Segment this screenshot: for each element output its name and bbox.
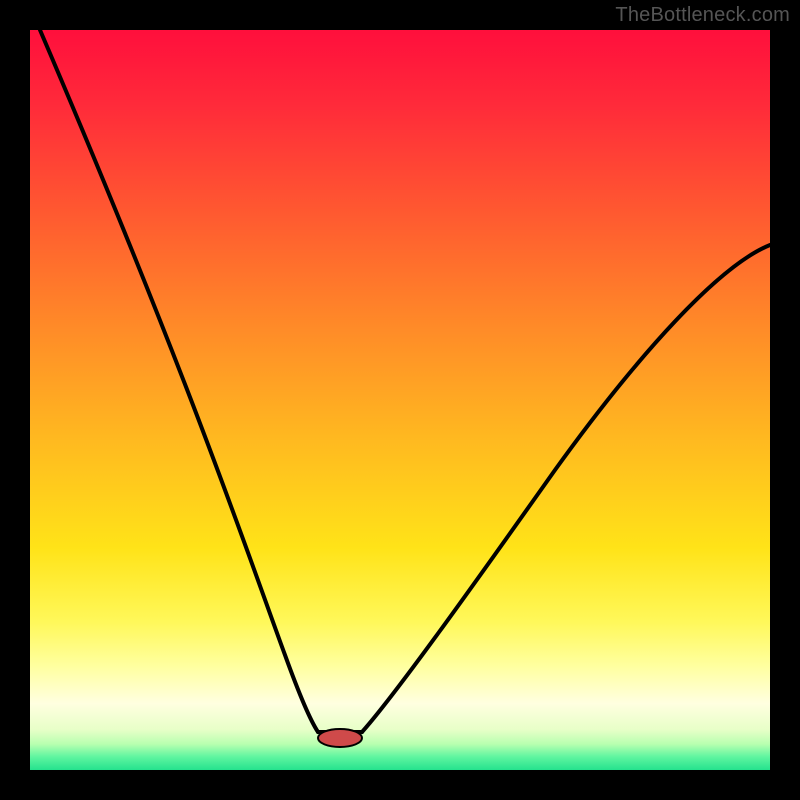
bottleneck-chart xyxy=(0,0,800,800)
bottleneck-marker xyxy=(318,729,362,747)
chart-background-gradient xyxy=(30,30,770,770)
